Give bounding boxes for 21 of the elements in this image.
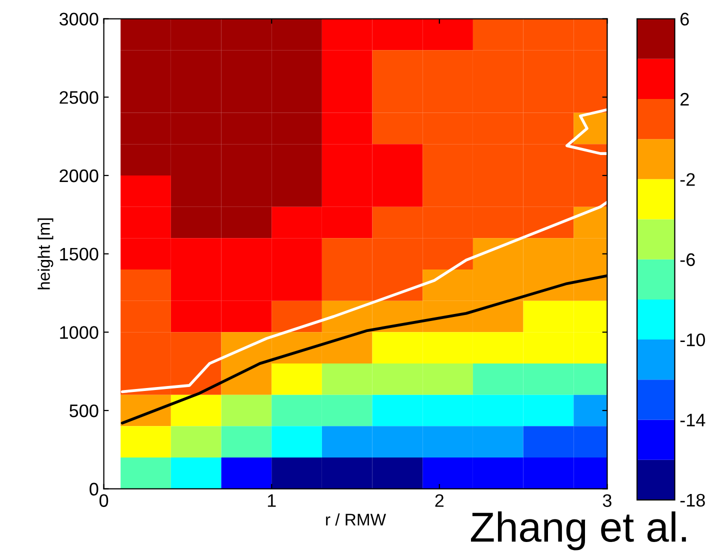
x-axis-title: r / RMW (326, 513, 386, 526)
x-tick-label: 2 (435, 494, 444, 507)
color-bar-label: -18 (680, 494, 705, 507)
y-tick-label: 2000 (60, 169, 98, 182)
text: Zhang et al. (470, 511, 686, 550)
y-tick-label: 1000 (60, 326, 98, 339)
color-bar-label: -14 (680, 414, 706, 426)
color-bar-label: -10 (680, 333, 705, 346)
y-tick-label: 1500 (60, 248, 98, 261)
color-bar-label: 6 (680, 12, 689, 26)
y-tick-label: 3000 (59, 12, 98, 26)
color-bar-label: -6 (680, 253, 695, 266)
y-tick-label: 2500 (60, 91, 98, 104)
color-bar-label: 2 (680, 92, 689, 106)
y-tick-label: 0 (90, 482, 98, 496)
x-tick-label: 1 (268, 494, 276, 507)
y-axis-title: height [m] (38, 218, 54, 290)
y-tick-label: 500 (70, 404, 98, 418)
color-bar-label: -2 (680, 173, 695, 186)
x-tick-label: 0 (99, 494, 108, 507)
x-tick-label: 3 (602, 494, 612, 507)
